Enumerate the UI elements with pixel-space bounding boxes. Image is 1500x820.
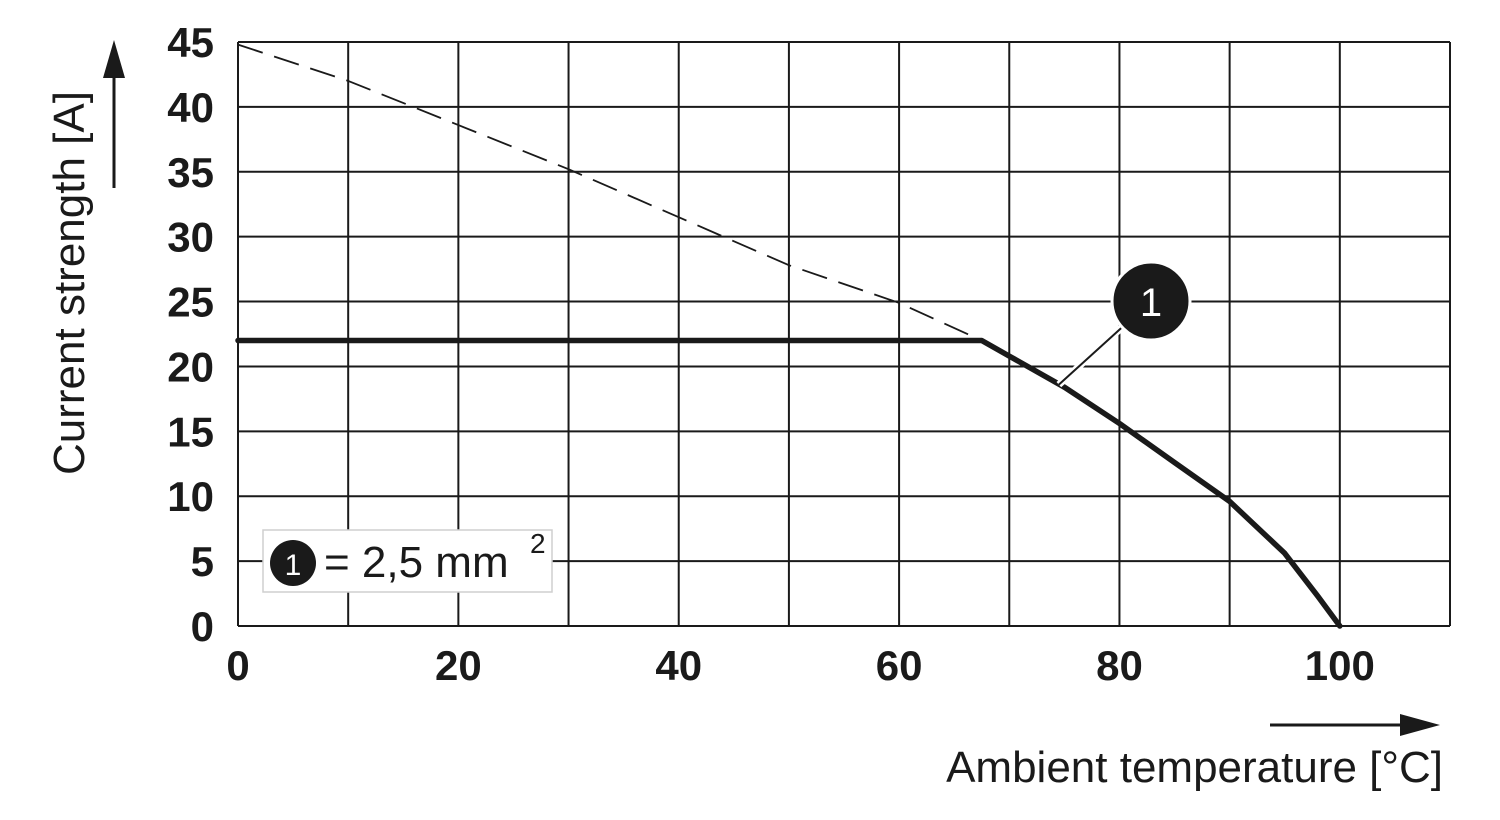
grid (237, 41, 1451, 627)
x-tick-40: 40 (655, 642, 702, 689)
series-line-1 (235, 337, 1343, 629)
legend-marker-label: 1 (285, 549, 302, 582)
y-tick-5: 5 (191, 538, 214, 585)
y-axis-title: Current strength [A] (45, 91, 94, 475)
y-tick-35: 35 (167, 149, 214, 196)
y-tick-labels: 0 5 10 15 20 25 30 35 40 45 (167, 19, 214, 650)
y-tick-45: 45 (167, 19, 214, 66)
series-dashed-line (237, 43, 983, 342)
x-tick-0: 0 (226, 642, 249, 689)
x-axis-title: Ambient temperature [°C] (946, 743, 1443, 792)
y-tick-25: 25 (167, 279, 214, 326)
callout-leader-line-inner (1058, 326, 1123, 386)
callout-label: 1 (1140, 281, 1162, 325)
legend-box: 1 = 2,5 mm 2 (262, 528, 553, 593)
x-tick-60: 60 (876, 642, 923, 689)
y-tick-40: 40 (167, 84, 214, 131)
legend-marker-circle (270, 540, 316, 586)
callout-marker-1: 1 (1056, 260, 1192, 388)
y-tick-10: 10 (167, 473, 214, 520)
x-axis-arrow-icon (1270, 714, 1440, 736)
legend-superscript: 2 (530, 528, 546, 559)
x-tick-100: 100 (1305, 642, 1375, 689)
x-tick-80: 80 (1096, 642, 1143, 689)
y-tick-30: 30 (167, 214, 214, 261)
series-layer (235, 43, 1343, 629)
y-tick-15: 15 (167, 408, 214, 455)
x-tick-20: 20 (435, 642, 482, 689)
y-tick-20: 20 (167, 343, 214, 390)
x-tick-labels: 0 20 40 60 80 100 (226, 642, 1375, 689)
y-axis-arrow-icon (103, 40, 125, 188)
y-tick-0: 0 (191, 603, 214, 650)
callout-circle (1110, 260, 1192, 342)
legend-text: = 2,5 mm (324, 538, 509, 587)
